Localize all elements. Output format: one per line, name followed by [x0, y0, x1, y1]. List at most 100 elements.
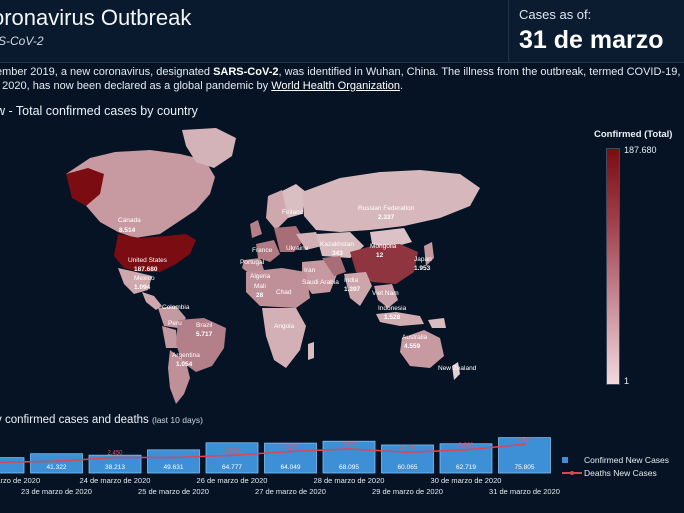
death-label-8: 3.660: [458, 443, 474, 449]
label-united-states: United States: [128, 257, 168, 264]
country-southeast-asia[interactable]: [374, 284, 398, 308]
country-brazil[interactable]: [176, 318, 226, 372]
cases-label: Cases as of:: [519, 7, 592, 22]
label-mongolia: Mongolia: [370, 243, 397, 250]
bar-confirmed-6[interactable]: [322, 440, 376, 474]
country-indonesia[interactable]: [376, 312, 424, 326]
intro-part1: ember 2019, a new coronavirus, designate…: [0, 66, 214, 78]
country-alaska[interactable]: [66, 168, 104, 206]
label-brazil: Brazil: [196, 322, 213, 329]
bar-confirmed-1[interactable]: [30, 453, 83, 474]
label-canada: Canada: [118, 217, 141, 224]
value-russian-federation: 2.337: [378, 214, 395, 221]
value-mali: 28: [256, 292, 264, 299]
death-point-3[interactable]: [172, 456, 175, 459]
death-label-7: 3.276: [400, 445, 416, 451]
chart-title: v confirmed cases and deaths (last 10 da…: [0, 414, 203, 426]
bar-confirmed-5[interactable]: [264, 442, 317, 474]
label-finland: Finland: [282, 209, 304, 216]
intro-part3: , 2020, has now been declared as a globa…: [0, 80, 272, 92]
country-madagascar[interactable]: [308, 342, 314, 360]
who-link[interactable]: World Health Organization: [271, 80, 401, 92]
death-point-6[interactable]: [347, 447, 351, 451]
bar-label-8: 62.719: [456, 464, 476, 471]
country-scandinavia[interactable]: [266, 190, 288, 230]
country-spain-portugal[interactable]: [242, 258, 264, 274]
cases-deaths-chart[interactable]: e marzo de 2020 41.322 23 de marzo de 2020…: [0, 430, 684, 513]
label-chad: Chad: [276, 289, 292, 296]
country-uk[interactable]: [250, 220, 262, 238]
labels-layer: e marzo de 2020 41.322 23 de marzo de 2020…: [0, 437, 560, 496]
intro-part2: , was identified in Wuhan, China. The il…: [278, 66, 681, 78]
death-point-1[interactable]: [55, 459, 58, 463]
legend-swatch-confirmed: [562, 456, 568, 463]
bar-label-1: 41.322: [47, 464, 67, 471]
label-argentina: Argentina: [172, 352, 200, 359]
country-india[interactable]: [344, 272, 372, 306]
country-mexico[interactable]: [118, 268, 152, 294]
legend-item-confirmed[interactable]: Confirmed New Cases: [562, 453, 669, 466]
bar-label-9: 75.805: [515, 464, 535, 471]
country-russian-federation[interactable]: [302, 170, 480, 232]
world-map[interactable]: Canada 8.514 United States 187.680 Mexic…: [0, 122, 684, 412]
country-finland[interactable]: [280, 184, 306, 218]
country-peru[interactable]: [162, 326, 178, 348]
value-indonesia: 1.528: [384, 314, 401, 321]
bar-confirmed-2[interactable]: [88, 454, 142, 474]
intro-part4: .: [400, 80, 404, 92]
bar-confirmed-3[interactable]: [147, 449, 200, 474]
label-colombia: Colombia: [162, 304, 190, 311]
death-point-2[interactable]: [113, 456, 117, 459]
legend-max-value: 187.680: [624, 145, 657, 155]
country-greenland[interactable]: [182, 128, 236, 168]
value-argentina: 1.054: [176, 361, 193, 368]
country-new-zealand[interactable]: [452, 362, 460, 380]
country-france[interactable]: [256, 240, 280, 262]
legend-swatch-deaths: [562, 470, 582, 475]
bar-confirmed-4[interactable]: [205, 442, 259, 474]
intro-text: ember 2019, a new coronavirus, designate…: [0, 65, 684, 93]
label-algeria: Algeria: [250, 273, 271, 280]
value-canada: 8.514: [119, 227, 136, 234]
x-tick-label-3: 25 de marzo de 2020: [138, 487, 209, 496]
country-central-europe[interactable]: [274, 226, 304, 252]
death-point-4[interactable]: [230, 453, 234, 457]
value-japan: 1.953: [414, 265, 431, 272]
label-iran: Iran: [304, 267, 316, 274]
country-africa-central[interactable]: [262, 308, 306, 368]
country-central-america[interactable]: [142, 292, 162, 310]
legend-min-value: 1: [624, 376, 630, 386]
x-tick-label-6: 28 de marzo de 2020: [314, 476, 385, 485]
country-united-states[interactable]: [114, 234, 196, 272]
value-brazil: 5.717: [196, 331, 213, 338]
label-new-zealand: New Zealand: [438, 365, 477, 372]
country-iran[interactable]: [322, 256, 346, 276]
country-mongolia[interactable]: [370, 228, 412, 248]
country-ukraine[interactable]: [296, 232, 322, 250]
country-australia[interactable]: [400, 330, 444, 368]
country-africa-north[interactable]: [246, 268, 310, 308]
death-label-5: 3.224: [283, 444, 299, 450]
x-tick-label-4: 26 de marzo de 2020: [197, 476, 268, 485]
country-japan[interactable]: [424, 242, 434, 266]
country-argentina[interactable]: [168, 350, 190, 404]
bar-confirmed-0[interactable]: [0, 457, 25, 474]
label-portugal: Portugal: [240, 259, 265, 266]
legend-item-deaths[interactable]: Deaths New Cases: [562, 466, 669, 479]
death-point-5[interactable]: [289, 450, 292, 453]
bar-label-7: 60.065: [398, 464, 418, 471]
label-viet-nam: Viet Nam: [372, 290, 399, 297]
label-kazakhstan: Kazakhstan: [320, 241, 354, 248]
chart-legend: Confirmed New Cases Deaths New Cases: [562, 453, 669, 479]
label-ukraine: Ukraine: [286, 245, 309, 252]
bar-confirmed-7[interactable]: [381, 444, 434, 474]
death-label-2: 2.450: [107, 450, 123, 456]
value-mongolia: 12: [376, 252, 384, 259]
country-china[interactable]: [350, 244, 418, 284]
country-canada[interactable]: [66, 150, 215, 238]
country-png[interactable]: [428, 318, 446, 328]
death-point-7[interactable]: [406, 450, 409, 454]
label-mali: Mali: [254, 283, 266, 290]
death-point-9[interactable]: [523, 443, 526, 446]
death-point-8[interactable]: [464, 448, 468, 452]
